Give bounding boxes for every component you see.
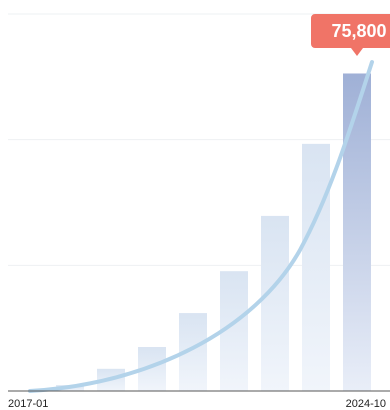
bar	[343, 73, 371, 391]
callout-box	[311, 14, 390, 56]
trend-curve	[28, 60, 374, 393]
value-label: 75,800	[331, 21, 386, 41]
bar	[261, 215, 289, 391]
x-tick-label: 2024-10	[346, 398, 386, 410]
bar	[302, 143, 330, 391]
x-tick-label: 2017-01	[8, 398, 48, 410]
